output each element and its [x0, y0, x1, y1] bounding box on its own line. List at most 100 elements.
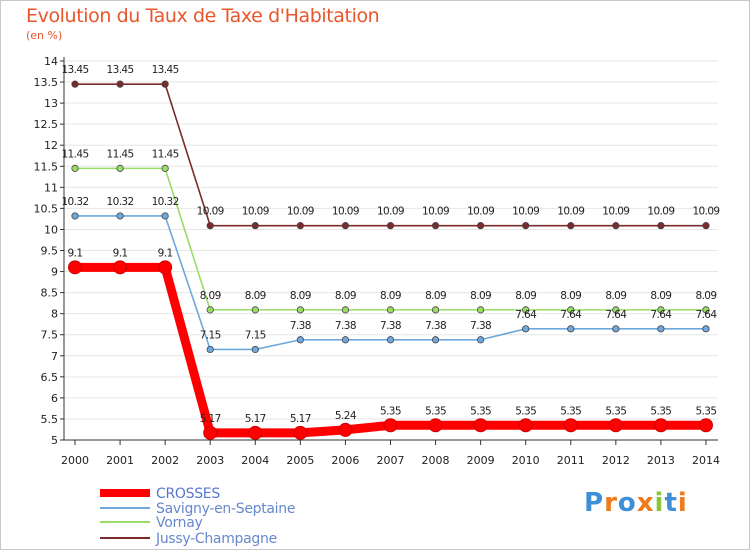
- x-tick-label: 2010: [512, 454, 540, 467]
- data-point: [251, 306, 259, 314]
- x-tick-label: 2005: [286, 454, 314, 467]
- data-label: 7.64: [515, 309, 537, 321]
- legend-label: Jussy-Champagne: [155, 531, 277, 547]
- y-tick-label: 13.5: [34, 76, 59, 89]
- legend-label: Vornay: [156, 515, 203, 531]
- grid: [64, 60, 718, 441]
- data-label: 9.1: [158, 247, 173, 259]
- data-point: [206, 306, 214, 314]
- logo-letter: i: [654, 488, 665, 518]
- data-label: 5.17: [200, 413, 221, 425]
- data-label: 10.09: [557, 206, 584, 218]
- data-point: [567, 222, 575, 230]
- data-point: [431, 222, 440, 230]
- data-point: [431, 336, 440, 344]
- data-point: [206, 222, 214, 230]
- data-label: 8.09: [605, 290, 626, 302]
- data-label: 7.38: [335, 320, 356, 332]
- chart-title: Evolution du Taux de Taxe d'Habitation: [26, 5, 380, 27]
- data-point: [653, 418, 668, 433]
- data-point: [296, 336, 304, 344]
- y-tick-label: 12: [44, 139, 58, 152]
- data-point: [608, 418, 623, 433]
- data-label: 13.45: [152, 64, 179, 76]
- series-layer: [68, 80, 713, 440]
- data-label: 7.64: [560, 309, 582, 321]
- data-point: [293, 425, 308, 440]
- data-label: 7.15: [245, 329, 266, 341]
- data-point: [158, 260, 173, 275]
- data-label: 11.45: [61, 148, 88, 160]
- data-label: 5.35: [560, 405, 581, 417]
- data-point: [116, 80, 124, 88]
- y-tick-label: 7: [51, 350, 58, 363]
- data-point: [522, 222, 530, 230]
- data-label: 7.38: [290, 320, 311, 332]
- data-label: 8.09: [425, 290, 446, 302]
- data-label: 8.09: [335, 290, 356, 302]
- data-point: [473, 418, 488, 433]
- logo-letter: t: [664, 488, 678, 518]
- data-point: [383, 418, 398, 433]
- x-tick-label: 2002: [151, 454, 179, 467]
- data-point: [428, 418, 443, 433]
- y-tick-label: 11: [44, 181, 58, 194]
- data-label: 10.09: [692, 206, 719, 218]
- data-label: 10.09: [332, 206, 359, 218]
- value-labels: 9.1 9.1 9.1 5.17 5.17 5.17 5.24 5.35 5.35 5.35 5.3…: [61, 64, 720, 425]
- data-label: 8.09: [695, 290, 716, 302]
- data-label: 8.09: [245, 290, 266, 302]
- data-point: [567, 306, 575, 314]
- data-point: [522, 306, 530, 314]
- data-point: [341, 222, 350, 230]
- data-point: [477, 222, 485, 230]
- data-point: [657, 306, 665, 314]
- data-label: 10.09: [287, 206, 314, 218]
- data-point: [113, 260, 128, 275]
- data-label: 5.35: [515, 405, 536, 417]
- data-label: 10.09: [422, 206, 449, 218]
- x-tick-label: 2008: [422, 454, 450, 467]
- data-label: 8.09: [515, 290, 536, 302]
- data-label: 5.35: [695, 405, 716, 417]
- x-tick-label: 2000: [61, 454, 89, 467]
- data-label: 7.38: [425, 320, 446, 332]
- data-point: [71, 164, 79, 172]
- data-point: [68, 260, 82, 275]
- x-tick-label: 2014: [692, 454, 720, 467]
- data-label: 5.35: [470, 405, 491, 417]
- data-point: [386, 306, 395, 314]
- data-point: [116, 164, 124, 172]
- data-point: [477, 306, 485, 314]
- x-tick-label: 2006: [331, 454, 359, 467]
- data-label: 10.09: [197, 206, 224, 218]
- data-label: 9.1: [113, 247, 128, 259]
- data-label: 7.38: [470, 320, 491, 332]
- data-point: [698, 418, 713, 433]
- data-point: [386, 222, 395, 230]
- y-tick-label: 13: [44, 97, 58, 110]
- data-label: 10.09: [512, 206, 539, 218]
- logo-letter: x: [636, 488, 655, 518]
- data-point: [702, 222, 710, 230]
- data-point: [71, 80, 79, 88]
- data-label: 10.09: [377, 206, 404, 218]
- data-point: [612, 325, 620, 333]
- data-point: [431, 306, 440, 314]
- data-label: 5.35: [650, 405, 671, 417]
- data-label: 13.45: [61, 64, 88, 76]
- data-label: 7.15: [200, 329, 221, 341]
- data-label: 5.17: [245, 413, 266, 425]
- data-point: [251, 345, 259, 354]
- data-label: 13.45: [107, 64, 134, 76]
- axes: 5 5.5 6 6.5 7 7.5 8 8.5 9 9.5 10 10.5 11 11.5 12 12.5 13…: [34, 55, 720, 467]
- data-label: 5.35: [380, 405, 401, 417]
- data-point: [612, 306, 620, 314]
- y-tick-label: 7.5: [41, 329, 59, 342]
- data-point: [161, 212, 169, 220]
- y-tick-label: 10.5: [34, 202, 59, 215]
- x-tick-label: 2004: [241, 454, 269, 467]
- x-tick-label: 2011: [557, 454, 585, 467]
